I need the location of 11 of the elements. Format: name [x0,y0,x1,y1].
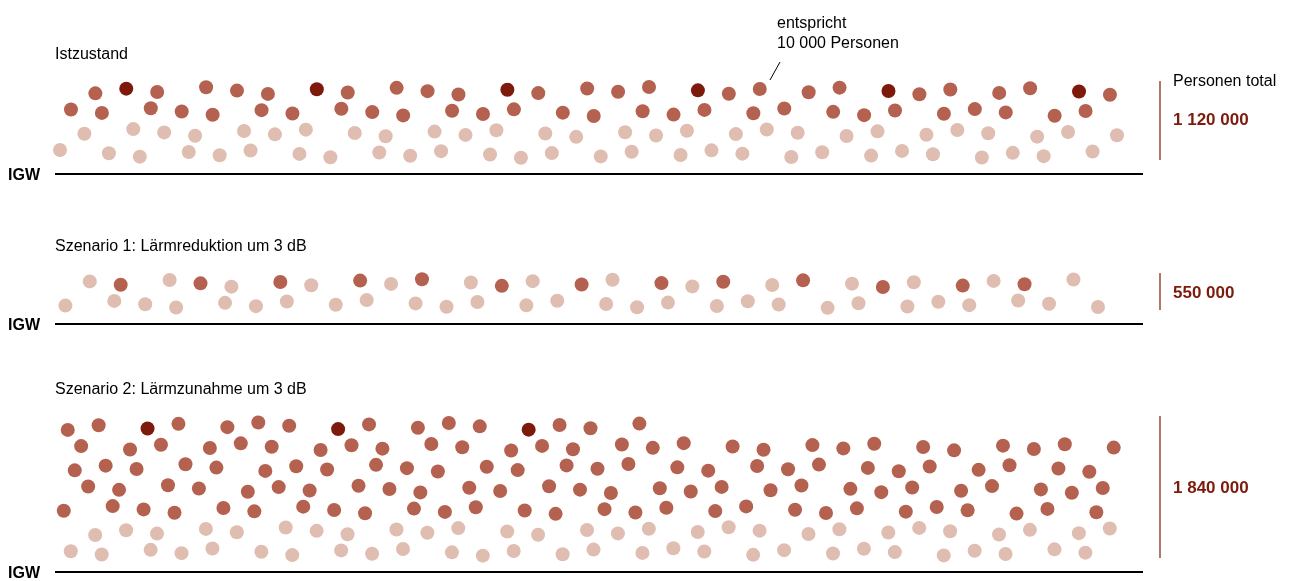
text: entspricht 10 000 Personen [777,14,899,51]
data-label: 550 000 [1173,282,1235,302]
data-label: 1 120 000 [1173,110,1249,129]
text: IGW [8,564,41,581]
text: Szenario 2: Lärmzunahme um 3 dB [55,380,307,397]
text: Szenario 1: Lärmreduktion um 3 dB [55,237,307,254]
text: Personen total [1173,72,1277,89]
text: Istzustand [55,45,128,62]
text: IGW [8,316,41,333]
text: IGW [8,166,41,183]
data-label: 1 840 000 [1173,478,1249,497]
